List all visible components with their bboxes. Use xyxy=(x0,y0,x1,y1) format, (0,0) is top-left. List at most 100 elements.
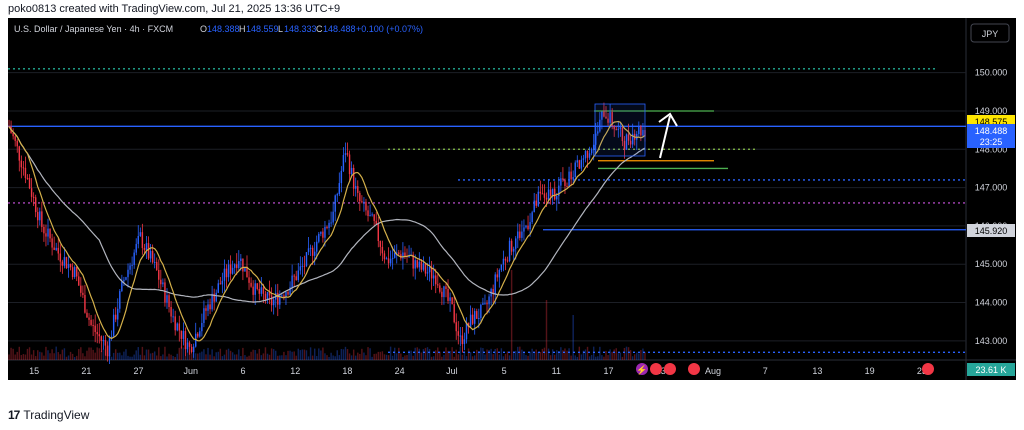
volume-bar xyxy=(236,354,238,360)
candle-body xyxy=(506,260,509,262)
candle-body xyxy=(387,258,390,264)
volume-bar xyxy=(443,354,445,360)
footer-brand[interactable]: 17 TradingView xyxy=(8,406,89,424)
candle-body xyxy=(231,267,234,274)
candle-body xyxy=(424,263,427,274)
candle-body xyxy=(209,304,211,310)
candle-body xyxy=(227,264,230,278)
volume-bar xyxy=(367,347,369,360)
candle-body xyxy=(369,215,371,217)
candle-body xyxy=(549,189,552,196)
candle-body xyxy=(617,128,620,130)
candle-body xyxy=(560,178,562,186)
volume-bar xyxy=(404,355,406,360)
volume-bar xyxy=(55,346,57,360)
volume-bar xyxy=(32,350,35,360)
volume-bar xyxy=(229,350,232,360)
volume-bar xyxy=(355,355,357,360)
volume-bar xyxy=(305,350,308,360)
volume-bar xyxy=(45,346,47,360)
volume-bar xyxy=(545,300,548,360)
volume-bar xyxy=(22,354,25,360)
candle-body xyxy=(153,261,156,263)
candle-body xyxy=(78,276,80,286)
volume-bar xyxy=(547,348,550,360)
volume-bar xyxy=(12,348,14,360)
volume-bar xyxy=(16,351,18,360)
candle-body xyxy=(492,288,494,294)
candle-body xyxy=(603,111,605,117)
volume-bar xyxy=(213,356,215,360)
volume-bar xyxy=(170,354,172,360)
candle-body xyxy=(238,261,240,268)
us-flag-event-icon[interactable] xyxy=(664,363,676,375)
candle-body xyxy=(137,235,139,244)
volume-bar xyxy=(605,350,607,360)
candle-body xyxy=(49,228,51,239)
candle-body xyxy=(41,211,43,227)
candle-body xyxy=(547,189,550,200)
volume-bar xyxy=(147,349,150,360)
lightning-icon: ⚡ xyxy=(636,364,647,376)
slow-moving-average xyxy=(8,126,646,303)
candle-body xyxy=(572,177,574,180)
volume-bar xyxy=(352,349,355,360)
price-scale[interactable]: 150.000149.000148.000147.000146.000145.0… xyxy=(975,68,1008,346)
volume-bar xyxy=(260,355,263,360)
volume-bar xyxy=(560,347,562,360)
volume-bar xyxy=(78,349,80,360)
volume-bar xyxy=(270,348,273,360)
candle-body xyxy=(86,312,88,318)
candle-body xyxy=(453,304,455,323)
candle-body xyxy=(199,331,201,337)
event-icons[interactable]: ⚡ xyxy=(636,363,934,376)
candle-body xyxy=(80,285,82,293)
time-label: 17 xyxy=(604,366,614,376)
volume-bar xyxy=(203,349,205,360)
candle-body xyxy=(539,191,542,194)
volume-bar xyxy=(558,350,560,360)
candle-body xyxy=(486,303,488,305)
us-flag-event-icon[interactable] xyxy=(650,363,662,375)
candle-body xyxy=(213,293,215,302)
price-tick-label: 145.000 xyxy=(975,259,1008,269)
candle-body xyxy=(180,330,183,339)
currency-button[interactable]: JPY xyxy=(970,23,1010,43)
candle-body xyxy=(149,250,152,259)
time-axis[interactable]: 152127Jun6121824Jul5111723Aug7131923 xyxy=(29,366,927,376)
candle-body xyxy=(45,233,47,237)
candle-body xyxy=(383,253,386,260)
us-flag-event-icon[interactable] xyxy=(922,363,934,375)
volume-bar xyxy=(572,315,574,360)
volume-bar xyxy=(160,356,162,360)
volume-bar xyxy=(412,355,414,360)
candle-body xyxy=(619,127,622,129)
lightning-event-icon[interactable] xyxy=(636,363,648,375)
price-chart[interactable]: U.S. Dollar / Japanese Yen · 4h · FXCM O… xyxy=(8,18,1016,380)
candle-body xyxy=(515,238,517,249)
candle-body xyxy=(473,311,476,324)
us-flag-event-icon[interactable] xyxy=(688,363,700,375)
candle-body xyxy=(186,342,189,350)
candle-body xyxy=(281,295,283,297)
volume-bar xyxy=(553,354,556,360)
candle-body xyxy=(363,201,365,203)
price-badge-value: 148.488 xyxy=(975,126,1008,136)
volume-bar xyxy=(311,355,314,360)
candle-body xyxy=(512,248,515,252)
volume-bar xyxy=(459,346,462,360)
candle-body xyxy=(625,134,628,150)
volume-bar xyxy=(322,347,324,360)
volume-bar xyxy=(30,354,33,360)
candle-body xyxy=(22,167,25,169)
volume-bar xyxy=(510,270,513,360)
candle-body xyxy=(63,257,66,266)
volume-bar xyxy=(205,354,207,360)
ohlc-low: 148.333 xyxy=(284,24,317,34)
candle-body xyxy=(295,276,297,281)
volume-bar xyxy=(34,356,37,360)
candle-body xyxy=(244,266,246,272)
chart-svg[interactable]: U.S. Dollar / Japanese Yen · 4h · FXCM O… xyxy=(8,18,1016,380)
volume-bar xyxy=(326,355,328,360)
volume-bar xyxy=(340,348,343,360)
